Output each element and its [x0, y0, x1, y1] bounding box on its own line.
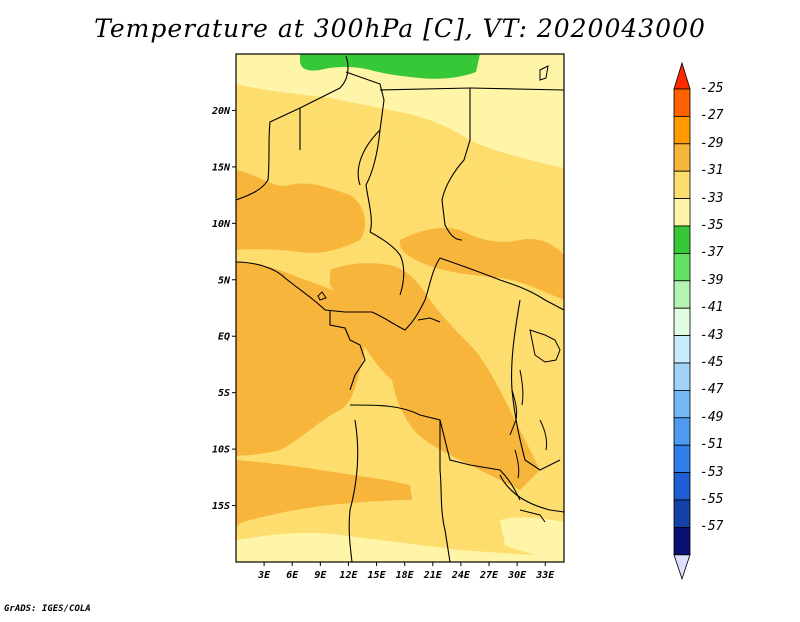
field-orange-east [399, 228, 564, 300]
lon-tick-label: 27E [479, 570, 499, 581]
lon-tick-label: 18E [396, 570, 415, 581]
country-borders [236, 55, 564, 562]
colorbar-swatch [673, 499, 691, 528]
colorbar-level-label: -53 [700, 464, 724, 480]
field-orange-band [236, 170, 366, 253]
colorbar-swatch [673, 362, 691, 391]
colorbar-level-label: -33 [700, 190, 724, 206]
colorbar-level-label: -55 [700, 492, 724, 507]
field-deep-sw [236, 460, 412, 530]
field-green-top [300, 54, 480, 79]
lon-tick-label: 15E [368, 570, 387, 581]
colorbar-level-label: -31 [700, 163, 724, 179]
colorbar-level-label: -43 [700, 327, 724, 343]
colorbar-swatch [673, 252, 691, 282]
colorbar-swatch [673, 143, 691, 172]
colorbar-swatch [673, 116, 691, 145]
map-frame [235, 53, 565, 563]
colorbar-swatch [673, 527, 691, 556]
colorbar-level-label: -51 [700, 437, 724, 453]
colorbar-bottom-cap [673, 554, 691, 581]
colorbar-level-label: -47 [700, 382, 724, 398]
lon-tick-label: 12E [339, 570, 358, 581]
colorbar-level-label: -25 [700, 81, 724, 96]
map-title: Temperature at 300hPa [C], VT: 202004300… [94, 14, 706, 43]
lat-tick-label: 10S [212, 445, 230, 456]
grads-credit: GrADS: IGES/COLA [4, 604, 91, 614]
colorbar-level-label: -39 [700, 272, 724, 288]
field-mid-north [236, 84, 564, 210]
colorbar-level-label: -29 [700, 135, 724, 151]
colorbar-swatch [673, 444, 691, 474]
lat-tick-label: 15S [212, 501, 230, 512]
colorbar-swatch [673, 472, 691, 501]
colorbar-swatch [673, 88, 691, 117]
colorbar-swatch [673, 389, 691, 419]
colorbar-swatch [673, 307, 691, 337]
colorbar-level-label: -45 [700, 355, 724, 370]
field-light-south [236, 532, 564, 562]
colorbar-swatch [673, 335, 691, 364]
lat-tick-label: 5N [218, 275, 231, 286]
lon-tick-label: 6E [286, 570, 299, 581]
longitude-axis: 3E 6E 9E 12E 15E 18E 21E 24E 27E 30E 33E [257, 562, 555, 581]
colorbar-level-label: -35 [700, 218, 724, 233]
field-light-se [500, 517, 564, 560]
lat-tick-label: 10N [212, 219, 231, 230]
lat-tick-label: 15N [212, 162, 231, 173]
lat-tick-label: 20N [211, 106, 231, 117]
colorbar-swatch [673, 198, 691, 227]
lon-tick-label: 3E [257, 570, 271, 581]
colorbar-level-label: -27 [700, 108, 724, 124]
colorbar-level-label: -37 [700, 245, 724, 261]
lat-tick-label: 5S [218, 388, 230, 399]
colorbar-swatch [673, 417, 691, 446]
lon-tick-label: 24E [451, 570, 471, 581]
lon-tick-label: 33E [535, 570, 555, 581]
colorbar-swatch [673, 225, 691, 254]
colorbar-swatch [673, 280, 691, 309]
lon-tick-label: 30E [507, 570, 527, 581]
latitude-axis: 20N 15N 10N 5N EQ 5S 10S 15S [211, 106, 236, 512]
field-light-ne [430, 60, 564, 150]
temperature-field [236, 54, 564, 562]
lat-tick-label: EQ [218, 332, 230, 343]
lon-tick-label: 21E [423, 570, 443, 581]
lakes-coast [317, 65, 561, 523]
lon-tick-label: 9E [314, 570, 327, 581]
colorbar-level-label: -49 [700, 409, 724, 425]
field-deep-center [330, 263, 540, 490]
colorbar-swatch [673, 170, 691, 199]
colorbar-level-label: -57 [700, 519, 724, 535]
colorbar [673, 61, 691, 581]
colorbar-level-label: -41 [700, 300, 724, 316]
colorbar-top-cap [673, 61, 691, 90]
